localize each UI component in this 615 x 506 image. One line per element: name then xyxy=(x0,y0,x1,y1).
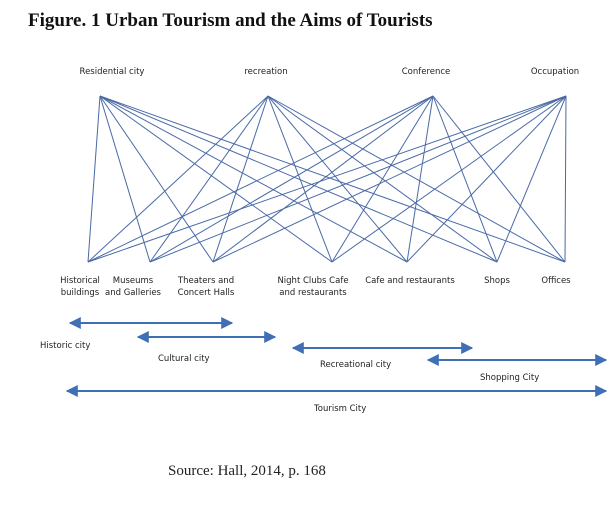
link-aim-1-dest-0 xyxy=(87,95,269,263)
link-aim-2-dest-2 xyxy=(212,95,434,263)
aim-label-conference: Conference xyxy=(401,67,451,77)
link-aim-0-dest-5 xyxy=(99,95,498,263)
aim-label-occupation: Occupation xyxy=(530,67,580,77)
link-aim-0-dest-3 xyxy=(99,95,333,263)
destination-label-theaters-concert-halls: Theaters and Concert Halls xyxy=(177,276,235,298)
link-aim-2-dest-1 xyxy=(149,95,434,263)
city-label-shopping: Shopping City xyxy=(480,373,540,383)
city-label-tourism: Tourism City xyxy=(314,404,367,414)
aim-label-recreation: recreation xyxy=(244,67,288,77)
city-label-recreational: Recreational city xyxy=(320,360,392,370)
link-aim-0-dest-4 xyxy=(99,95,408,263)
link-aim-1-dest-4 xyxy=(267,95,408,263)
link-aim-1-dest-6 xyxy=(267,95,566,263)
link-aim-0-dest-1 xyxy=(99,95,151,263)
link-aim-0-dest-0 xyxy=(87,95,101,263)
link-aim-1-dest-1 xyxy=(149,95,269,263)
link-aim-3-dest-4 xyxy=(406,95,567,263)
destination-label-cafe-restaurants: Cafe and restaurants xyxy=(365,276,455,286)
link-aim-2-dest-4 xyxy=(406,95,434,263)
city-label-cultural: Cultural city xyxy=(158,354,210,364)
link-aim-3-dest-6 xyxy=(564,95,567,263)
link-aim-2-dest-5 xyxy=(432,95,498,263)
link-aim-1-dest-3 xyxy=(267,95,333,263)
link-aim-0-dest-2 xyxy=(99,95,214,263)
link-aim-3-dest-3 xyxy=(331,95,567,263)
city-label-historic: Historic city xyxy=(40,341,91,351)
aim-label-residential-city: Residential city xyxy=(79,67,145,77)
link-aim-0-dest-6 xyxy=(99,95,566,263)
link-aim-2-dest-0 xyxy=(87,95,434,263)
destination-label-historical-buildings: Historical buildings xyxy=(60,276,100,298)
link-aim-1-dest-2 xyxy=(212,95,269,263)
link-aim-2-dest-6 xyxy=(432,95,566,263)
link-aim-3-dest-5 xyxy=(496,95,567,263)
link-aim-3-dest-0 xyxy=(87,95,567,263)
link-aim-2-dest-3 xyxy=(331,95,434,263)
destination-label-shops: Shops xyxy=(484,276,510,286)
source-citation: Source: Hall, 2014, p. 168 xyxy=(168,463,326,479)
link-aim-3-dest-2 xyxy=(212,95,567,263)
figure-title: Figure. 1 Urban Tourism and the Aims of … xyxy=(28,10,433,31)
link-aim-3-dest-1 xyxy=(149,95,567,263)
destination-label-museums-galleries: Museums and Galleries xyxy=(105,276,161,298)
destination-label-offices: Offices xyxy=(541,276,571,286)
destination-label-night-clubs-cafe: Night Clubs Cafe and restaurants xyxy=(277,276,349,298)
